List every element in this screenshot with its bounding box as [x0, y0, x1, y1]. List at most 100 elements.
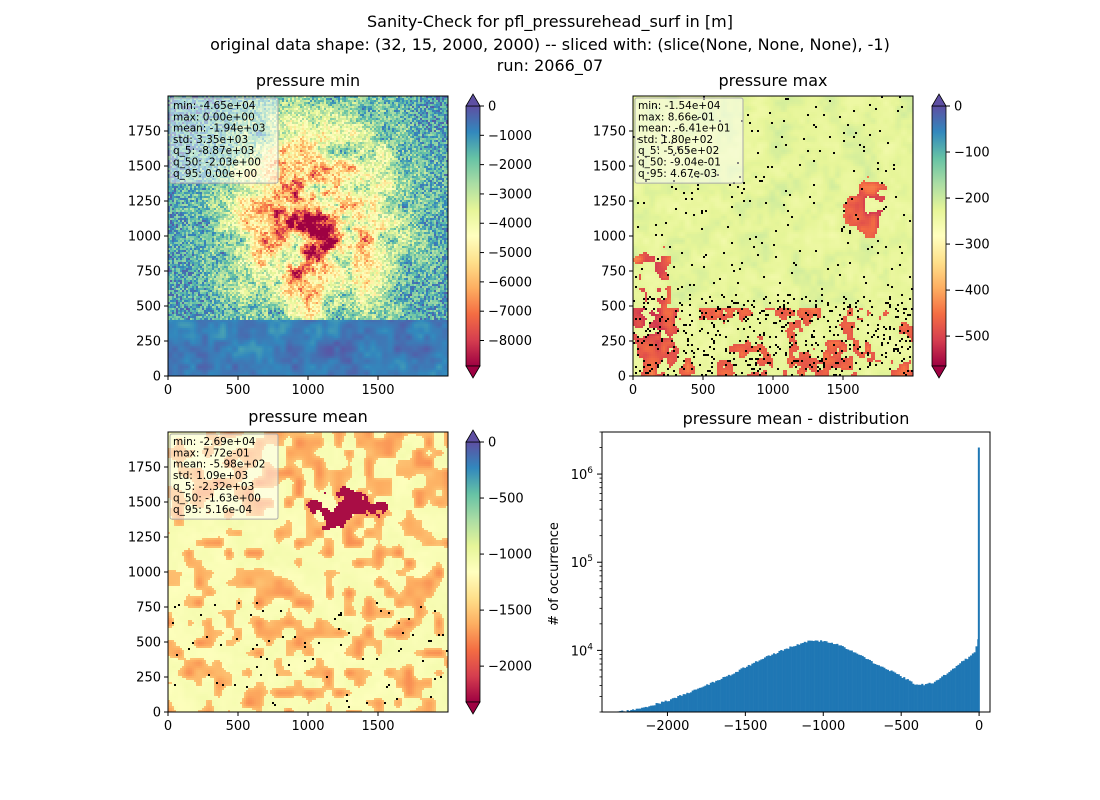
histogram-bar: [827, 642, 830, 712]
histogram-bar: [619, 710, 622, 712]
histogram-bar: [679, 695, 682, 712]
histogram-bar: [670, 699, 673, 712]
histogram-bar: [852, 652, 855, 712]
y-tick-label: 0: [618, 370, 626, 385]
histogram-bar: [897, 674, 900, 712]
panel-title: pressure max: [718, 71, 827, 90]
stats-line: min: -1.54e+04: [638, 100, 721, 112]
histogram-bar: [698, 687, 702, 712]
histogram-bar: [738, 669, 741, 712]
histogram-bar: [794, 645, 797, 712]
histogram-bar: [906, 679, 909, 712]
histogram-bar: [838, 645, 841, 712]
histogram-bar: [682, 694, 685, 712]
colorbar-tick-label: −200: [954, 192, 990, 207]
x-tick-label: −500: [883, 719, 919, 734]
histogram-bar: [946, 673, 949, 712]
x-tick-label: 0: [164, 383, 172, 398]
histogram-bar: [810, 640, 814, 712]
stats-line: mean: -5.98e+02: [173, 459, 265, 471]
histogram-bar: [820, 640, 823, 712]
histogram-bar: [715, 680, 718, 712]
stats-line: q_5: -2.32e+03: [173, 481, 254, 493]
histogram-bar: [702, 686, 705, 712]
histogram-bar: [932, 683, 935, 712]
histogram-bar: [962, 660, 965, 712]
y-tick-label: 1750: [593, 125, 626, 140]
histogram-bar: [890, 670, 893, 712]
histogram-bar: [791, 646, 794, 712]
histogram-bar: [877, 665, 880, 712]
histogram-bar: [751, 663, 754, 712]
y-tick-label: 500: [136, 300, 161, 315]
stats-line: std: 1.80e+02: [638, 134, 713, 146]
histogram-bar: [709, 682, 712, 712]
histogram-bar: [951, 668, 955, 712]
stats-line: q_95: 5.16e-04: [173, 504, 252, 516]
stats-line: min: -4.65e+04: [173, 100, 256, 112]
histogram-bar: [899, 676, 902, 712]
y-tick-label: 500: [136, 636, 161, 651]
histogram-bar: [713, 682, 716, 712]
histogram-bar: [756, 661, 759, 712]
histogram-bar: [785, 648, 788, 712]
y-tick-label: 1250: [128, 195, 161, 210]
colorbar-tick-label: −1000: [488, 548, 532, 563]
histogram-bar: [635, 708, 638, 712]
histogram-bar: [961, 661, 964, 712]
histogram-bar: [695, 689, 698, 712]
histogram-bar: [716, 680, 720, 712]
histogram-bar: [823, 641, 826, 712]
histogram-bar: [895, 673, 899, 712]
colorbar-tick-label: 0: [488, 436, 496, 451]
histogram-bar: [914, 684, 917, 712]
heatmap-panel-2: pressure max 0 500 1000 1500 0 250 500 750 1000 12…: [593, 71, 990, 398]
histogram-bar: [720, 678, 723, 712]
colorbar-extend-max: [931, 93, 947, 107]
y-tick-label: 250: [601, 335, 626, 350]
histogram-bar: [724, 676, 727, 712]
histogram-bar: [812, 641, 815, 712]
histogram-bar: [879, 666, 882, 712]
axes-frame: [601, 431, 991, 713]
histogram-bar: [856, 653, 859, 712]
histogram-bar: [653, 705, 656, 712]
histogram-bar: [664, 700, 667, 712]
y-tick-label: 500: [601, 300, 626, 315]
y-tick-label: 1250: [593, 195, 626, 210]
histogram-bar: [697, 688, 700, 712]
colorbar-tick-label: −7000: [488, 305, 532, 320]
stats-line: max: 0.00e+00: [173, 111, 255, 123]
x-tick-label: 1500: [361, 383, 394, 398]
histogram-bar: [953, 668, 956, 712]
histogram-bar: [836, 643, 839, 712]
histogram-bar: [787, 648, 790, 712]
x-tick-label: 1000: [291, 719, 324, 734]
histogram-bar: [805, 642, 808, 712]
colorbar-tick-label: −2000: [488, 660, 532, 675]
x-tick-label: −2000: [645, 719, 689, 734]
stats-line: q_50: -2.03e+00: [173, 157, 261, 169]
histogram-bar: [745, 666, 749, 712]
histogram-bar: [731, 674, 734, 712]
histogram-bar: [868, 659, 871, 712]
stats-line: min: -2.69e+04: [173, 436, 256, 448]
stats-line: mean: -6.41e+01: [638, 123, 730, 135]
stats-box: [634, 97, 744, 184]
histogram-bar: [778, 650, 781, 712]
histogram-bar: [691, 690, 694, 712]
histogram-bar: [848, 650, 852, 712]
histogram-bar: [736, 671, 739, 712]
histogram-bar: [760, 659, 763, 712]
histogram-bar: [816, 640, 819, 712]
histogram-bar: [955, 665, 958, 712]
histogram-bar: [666, 701, 669, 712]
histogram-bar: [707, 684, 711, 712]
histogram-bar: [917, 684, 920, 712]
histogram-bar: [747, 664, 750, 712]
histogram-bar: [769, 655, 772, 712]
colorbar-extend-max: [465, 93, 481, 107]
x-tick-label: 500: [226, 719, 251, 734]
histogram-bar: [783, 649, 786, 712]
histogram-bar: [904, 679, 908, 712]
